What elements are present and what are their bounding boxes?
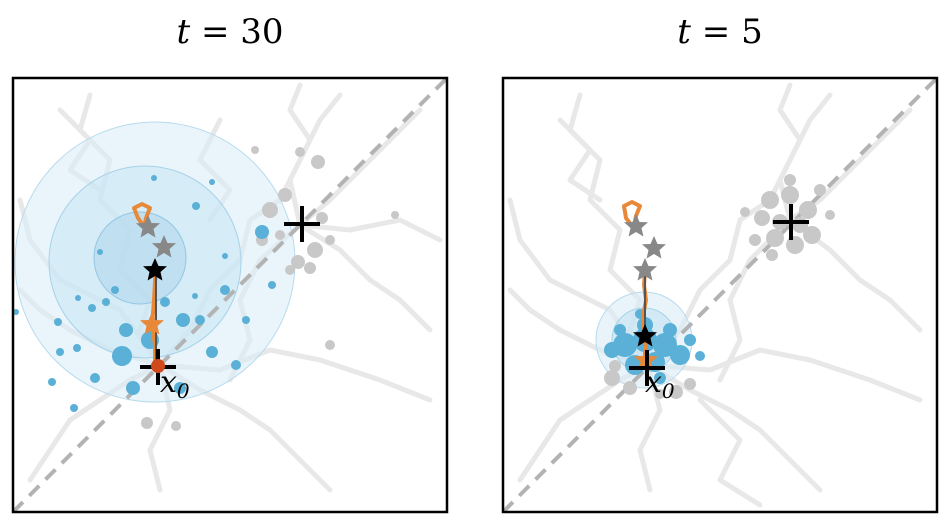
panel-2-gray-star-1 — [624, 214, 648, 237]
panel-1-diagonal-line — [13, 78, 447, 512]
panel-1-orange-star — [140, 312, 164, 335]
panel-2-target-cross — [773, 204, 809, 240]
panel-2-gray-star-2 — [642, 236, 666, 259]
panel-1-title-var: t — [176, 12, 191, 52]
panel-1-title-val: 30 — [240, 12, 284, 52]
panel-2-title-val: 5 — [741, 12, 763, 52]
panel-1-anchor-label: x0 — [160, 365, 190, 403]
panel-2-diagonal-line — [503, 78, 937, 512]
panel-1-gray-markers — [141, 146, 399, 431]
panel-2-title-eq: = — [701, 12, 731, 52]
panel-2-title-var: t — [677, 12, 691, 52]
panel-1-red-dot — [151, 359, 165, 373]
panel-2-gray-markers — [604, 174, 835, 399]
panel-1-frame — [11, 76, 449, 514]
panel-1-black-star — [143, 258, 167, 281]
panel-1-target-cross — [284, 206, 320, 242]
panel-1-gray-star-1 — [136, 215, 160, 238]
panel-2: x0 — [503, 78, 937, 512]
panel-2-start-cross — [629, 350, 665, 386]
panel-1-title: t = 30 — [80, 12, 380, 52]
panel-2-black-star — [633, 324, 657, 347]
panel-2-title: t = 5 — [570, 12, 870, 52]
panel-2-gray-star-3 — [633, 258, 657, 281]
panel-2-frame — [501, 76, 939, 514]
panel-1-title-eq: = — [200, 12, 230, 52]
panel-2-anchor-label: x0 — [645, 365, 675, 403]
panel-1-gray-star-2 — [152, 235, 176, 258]
panel-1: x0 — [13, 78, 447, 512]
panel-1-blue-markers — [13, 175, 276, 412]
